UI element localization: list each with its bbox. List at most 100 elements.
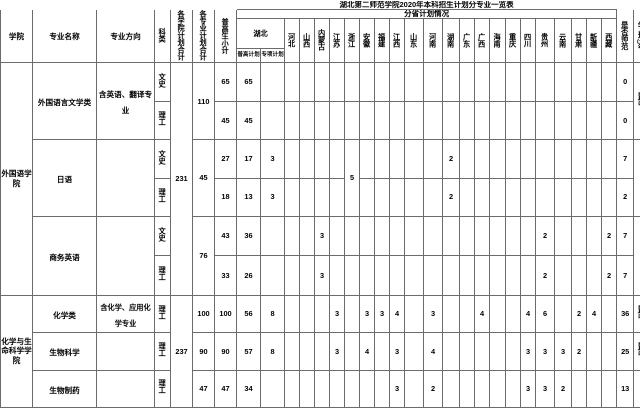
cell-prov-chongqing [505,369,522,408]
cell-prov-guizhou [535,139,556,179]
cell-category: 理工 [154,332,171,371]
cell-prov-henan [423,139,444,179]
cell-prov-xizang [601,369,618,408]
cell-prov-fujian [374,139,391,179]
cell-prov-shandong [404,332,425,371]
cell-prov-hebei [284,215,301,257]
cell-prov-jiangxi [389,139,406,179]
cell-prov-jiangsu [329,100,346,141]
cell-prov-hunan [442,332,461,371]
cell-prov-shandong [404,62,425,102]
category-label: 理工 [158,266,168,281]
province-label-guizhou: 贵州 [540,32,550,48]
table-row: 日语 文史 45 27 17 3 5 2 7 4000 [1,139,640,217]
cell-freshman-subtotal: 47 [213,369,238,408]
cell-prov-hebei [284,139,301,179]
cell-prov-guangdong [459,100,476,141]
cell-category: 理工 [154,255,171,296]
cell-out-province-subtotal: 0 [616,100,635,141]
province-label-anhui: 安徽 [362,32,372,48]
province-label-guangxi: 广西 [477,32,487,48]
cell-prov-guangxi [474,332,491,371]
cell-prov-sichuan [520,255,537,296]
cell-prov-jiangxi [389,255,406,296]
province-label-jiangxi: 江西 [392,32,402,48]
cell-prov-sichuan [520,100,537,141]
title-spacer [0,0,238,11]
header-province-hebei: 河北 [284,18,301,64]
cell-prov-guizhou [535,100,556,141]
cell-prov-hunan [442,215,461,257]
cell-college-plan-total: 237 [170,294,193,408]
header-province-sichuan: 四川 [520,18,537,64]
cell-out-province-subtotal: 2 [616,177,635,217]
major-direction-label: 含化学、应用化学专业 [100,302,151,328]
cell-freshman-subtotal: 45 [213,100,238,141]
cell-prov-xinjiang [586,369,603,408]
header-hubei: 湖北 [236,18,286,50]
cell-category: 理工 [154,369,171,408]
cell-freshman-subtotal: 27 [213,139,238,179]
cell-prov-hainan [489,100,507,141]
cell-prov-shandong [404,100,425,141]
cell-category: 理工 [154,100,171,141]
cell-prov-guangdong [459,62,476,102]
cell-prov-xinjiang [586,215,603,257]
cell-hubei-general: 65 [236,62,262,102]
cell-prov-sichuan: 4 [520,294,537,334]
cell-prov-xinjiang: 4 [586,294,603,334]
header-hubei-general: 普高计划 [236,48,262,64]
cell-prov-shandong [404,255,425,296]
cell-hubei-general: 13 [236,177,262,217]
cell-major-plan-total: 100 [192,294,215,334]
cell-prov-yunnan [554,100,573,141]
header-college-label: 学院 [8,31,25,41]
cell-prov-yunnan [554,215,573,257]
cell-prov-guangxi [474,215,491,257]
cell-hubei-special [260,62,286,102]
cell-prov-neimenggu [314,332,331,371]
province-label-xizang: 西藏 [604,32,614,48]
cell-prov-xizang [601,100,618,141]
header-province-xinjiang: 新疆 [586,18,603,64]
header-major-direction: 专业方向 [96,9,155,64]
cell-prov-yunnan: 3 [554,332,573,371]
cell-prov-guangdong [459,332,476,371]
cell-prov-henan: 3 [423,294,444,334]
cell-major-direction [96,139,155,217]
cell-is-normal [633,369,640,408]
header-province-shandong: 山东 [404,18,425,64]
cell-prov-guizhou: 2 [535,255,556,296]
cell-prov-guangdong [459,177,476,217]
province-header-row: 湖北 河北 山西 内蒙古 江苏 浙江 安徽 福建 江西 山东 河南 湖南 广东 … [1,18,640,64]
header-tuition-unit: (元/年) [637,38,640,51]
cell-college-plan-total: 231 [170,62,193,296]
cell-prov-gansu: 2 [571,332,588,371]
cell-prov-henan [423,255,444,296]
header-province-anhui: 安徽 [359,18,376,64]
province-label-gansu: 甘肃 [574,32,584,48]
cell-prov-sichuan [520,139,537,179]
cell-prov-fujian [374,369,391,408]
cell-prov-neimenggu [314,294,331,334]
cell-major-name: 商务英语 [32,215,97,296]
cell-prov-gansu [571,100,588,141]
cell-prov-shanxi [299,100,316,141]
cell-hubei-special: 8 [260,332,286,371]
cell-prov-hainan [489,62,507,102]
cell-major-plan-total: 76 [192,215,215,296]
province-label-shandong: 山东 [409,32,419,48]
cell-is-normal [633,215,640,296]
header-category-label: 科类 [158,28,168,43]
cell-prov-guangdong [459,255,476,296]
cell-prov-hainan [489,177,507,217]
cell-prov-hebei [284,100,301,141]
cell-prov-shanxi [299,294,316,334]
cell-prov-xinjiang [586,332,603,371]
table-row: 商务英语 文史 76 43 36 3 2 2 7 5200 [1,215,640,296]
table-row: 化学与生命科学学院 化学类 含化学、应用化学专业 理工 237 100 100 … [0,294,640,408]
cell-prov-guangxi: 4 [474,294,491,334]
cell-prov-shandong [404,215,425,257]
cell-major-name: 生物科学 [32,332,97,371]
cell-prov-shanxi [299,332,316,371]
